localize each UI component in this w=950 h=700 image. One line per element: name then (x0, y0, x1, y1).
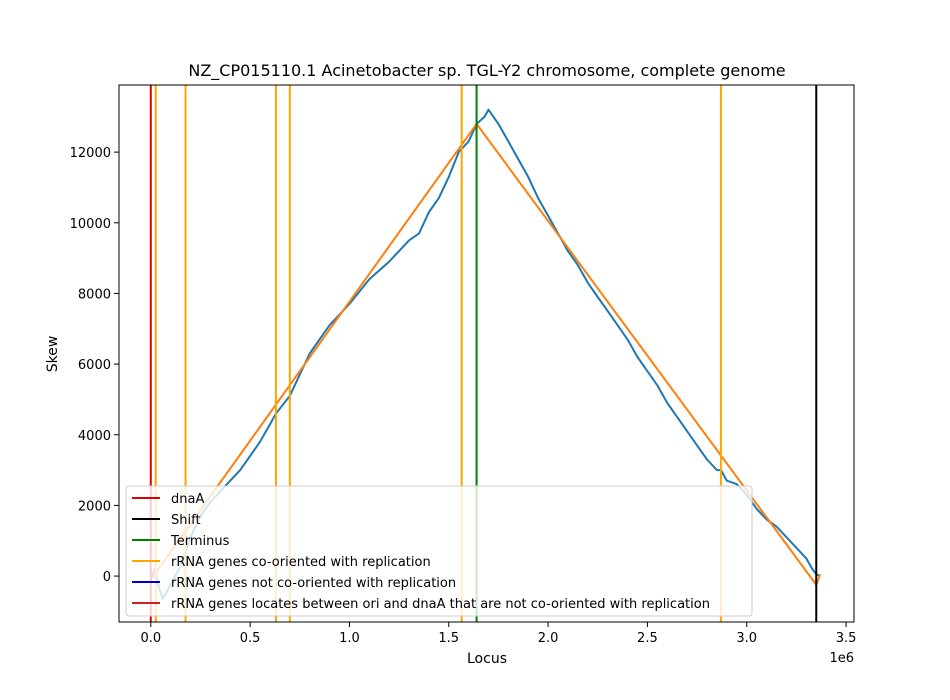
y-tick-label: 6000 (78, 358, 111, 373)
x-axis-label: Locus (467, 651, 507, 667)
y-axis-label: Skew (45, 336, 61, 373)
chart-title: NZ_CP015110.1 Acinetobacter sp. TGL-Y2 c… (188, 61, 785, 81)
series-line-1 (149, 122, 822, 586)
y-tick-label: 4000 (78, 429, 111, 444)
x-tick-label: 2.0 (538, 631, 559, 646)
x-tick-label: 1.0 (339, 631, 360, 646)
x-tick-label: 0.0 (140, 631, 161, 646)
y-tick-label: 10000 (70, 217, 111, 232)
y-tick-label: 8000 (78, 287, 111, 302)
x-tick-label: 0.5 (240, 631, 261, 646)
x-tick-label: 2.5 (637, 631, 658, 646)
x-tick-label: 3.5 (836, 631, 857, 646)
legend-entry: rRNA genes not co-oriented with replicat… (171, 576, 456, 591)
legend-entry: Terminus (170, 534, 230, 549)
x-axis-offset-label: 1e6 (829, 651, 854, 666)
y-tick-label: 2000 (78, 499, 111, 514)
axes-frame (118, 84, 855, 623)
x-tick-label: 3.0 (736, 631, 757, 646)
legend-box (125, 485, 753, 617)
legend-entry: Shift (171, 513, 201, 528)
y-tick-label: 0 (103, 570, 111, 585)
series-line-0 (149, 108, 821, 600)
axes: 0.0 0.5 1.0 1.5 2.0 2.5 3.0 3.5 0 2000 4000 6000 800… (70, 84, 857, 646)
legend-entry: rRNA genes locates between ori and dnaA … (171, 597, 710, 612)
x-tick-label: 1.5 (438, 631, 459, 646)
legend: dnaA Shift Terminus rRNA genes co-oriented … (125, 485, 753, 617)
legend-entry: rRNA genes co-oriented with replication (171, 555, 431, 570)
y-tick-label: 12000 (70, 146, 111, 161)
legend-entry: dnaA (171, 492, 204, 507)
